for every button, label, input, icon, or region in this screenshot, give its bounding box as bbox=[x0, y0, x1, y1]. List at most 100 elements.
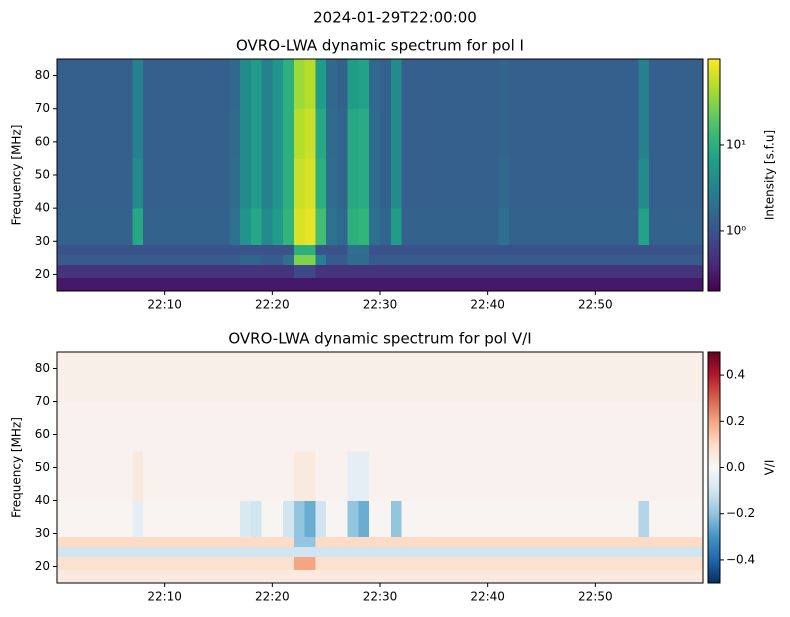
cell bbox=[401, 208, 413, 245]
cell bbox=[423, 569, 435, 584]
cell bbox=[110, 59, 122, 110]
cell bbox=[186, 158, 198, 209]
cell bbox=[563, 451, 575, 501]
cell bbox=[143, 158, 155, 209]
cell bbox=[293, 277, 305, 292]
cell bbox=[519, 264, 532, 279]
cell bbox=[78, 546, 90, 557]
cell bbox=[584, 208, 596, 245]
cell bbox=[283, 569, 295, 584]
cell bbox=[606, 254, 618, 265]
cell bbox=[606, 546, 618, 557]
cell bbox=[347, 264, 359, 279]
cell bbox=[336, 244, 348, 255]
cell bbox=[606, 277, 618, 292]
cell bbox=[627, 546, 639, 557]
cell bbox=[638, 536, 650, 547]
cell bbox=[261, 277, 273, 292]
cell bbox=[670, 451, 682, 501]
cell bbox=[186, 244, 198, 255]
cell bbox=[250, 451, 262, 501]
cell bbox=[466, 244, 478, 255]
cell bbox=[293, 158, 305, 209]
cell bbox=[336, 569, 348, 584]
cell bbox=[681, 401, 693, 452]
cell bbox=[692, 208, 704, 245]
cell bbox=[390, 277, 402, 292]
x-tick-label: 22:40 bbox=[470, 298, 505, 312]
cell bbox=[444, 536, 456, 547]
cell bbox=[390, 59, 402, 110]
cell bbox=[100, 277, 112, 292]
cell bbox=[358, 536, 370, 547]
cell bbox=[100, 254, 112, 265]
cell bbox=[336, 352, 348, 402]
cell bbox=[649, 500, 661, 538]
cell bbox=[283, 158, 295, 209]
cell bbox=[498, 569, 510, 584]
cell bbox=[659, 264, 671, 279]
cell bbox=[401, 277, 413, 292]
cell bbox=[487, 244, 499, 255]
cell bbox=[563, 401, 575, 452]
cell bbox=[649, 569, 661, 584]
cell bbox=[541, 244, 553, 255]
cell bbox=[401, 500, 413, 538]
cell bbox=[552, 108, 564, 159]
cell bbox=[487, 401, 499, 452]
cell bbox=[57, 556, 69, 571]
cell bbox=[692, 536, 704, 547]
cell bbox=[670, 254, 682, 265]
cell bbox=[250, 208, 262, 245]
x-tick-label: 22:20 bbox=[255, 590, 290, 604]
cell bbox=[380, 277, 392, 292]
cell bbox=[67, 158, 79, 209]
cell bbox=[595, 401, 607, 452]
cell bbox=[412, 244, 424, 255]
cell bbox=[89, 158, 101, 209]
cell bbox=[390, 108, 402, 159]
cell bbox=[78, 401, 90, 452]
cell bbox=[250, 536, 262, 547]
cell bbox=[143, 244, 155, 255]
cell bbox=[487, 254, 499, 265]
cell bbox=[315, 451, 327, 501]
cell bbox=[412, 536, 424, 547]
cell bbox=[444, 108, 456, 159]
cell bbox=[283, 264, 295, 279]
cell bbox=[519, 277, 532, 292]
cell bbox=[336, 108, 348, 159]
cell bbox=[110, 556, 122, 571]
cell bbox=[509, 254, 521, 265]
cell bbox=[347, 536, 359, 547]
cell bbox=[347, 208, 359, 245]
cell bbox=[207, 401, 219, 452]
cell bbox=[616, 536, 628, 547]
cell bbox=[541, 108, 553, 159]
cell bbox=[552, 500, 564, 538]
cell bbox=[326, 264, 338, 279]
cell bbox=[616, 556, 628, 571]
cell bbox=[476, 352, 488, 402]
cell bbox=[659, 277, 671, 292]
cell bbox=[606, 208, 618, 245]
cell bbox=[261, 536, 273, 547]
cell bbox=[186, 352, 198, 402]
cell bbox=[132, 254, 144, 265]
cell bbox=[380, 546, 392, 557]
cell bbox=[595, 254, 607, 265]
cell bbox=[681, 254, 693, 265]
cell bbox=[466, 158, 478, 209]
cell bbox=[563, 158, 575, 209]
cell bbox=[326, 158, 338, 209]
cell bbox=[175, 451, 187, 501]
cell bbox=[509, 536, 521, 547]
cell bbox=[132, 244, 144, 255]
cell bbox=[293, 264, 305, 279]
cell bbox=[67, 108, 79, 159]
y-tick-label: 50 bbox=[35, 168, 50, 182]
cell bbox=[100, 500, 112, 538]
cell bbox=[380, 158, 392, 209]
cell bbox=[326, 254, 338, 265]
cell bbox=[369, 546, 381, 557]
